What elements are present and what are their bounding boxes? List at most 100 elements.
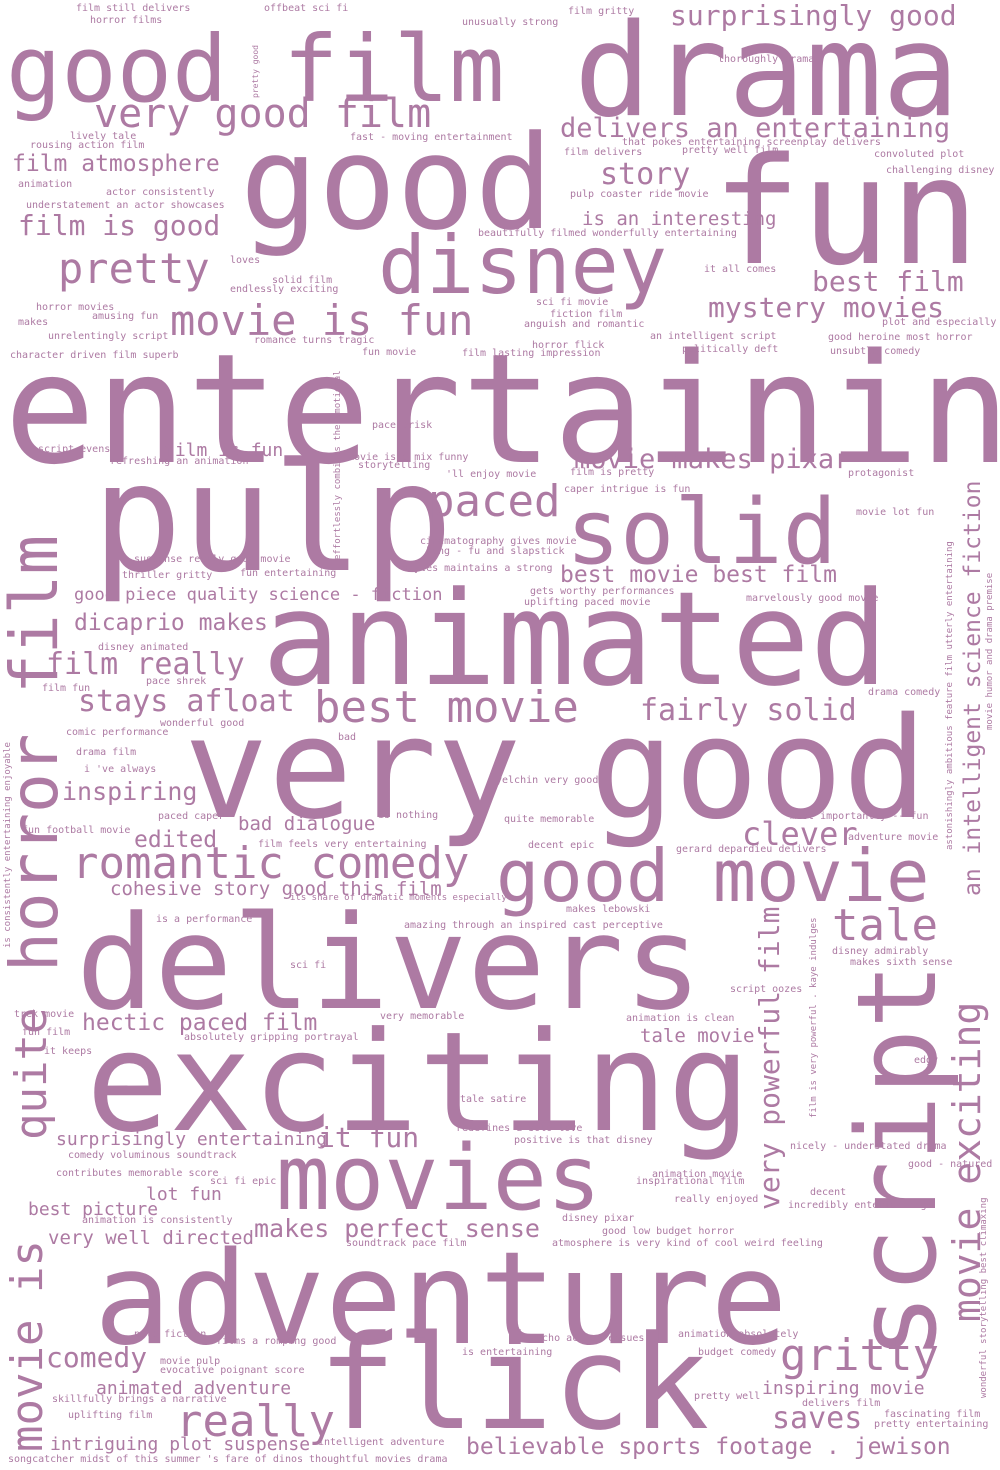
- word-small: absolutely gripping portrayal: [184, 1032, 359, 1043]
- word-small: makes lebowski: [566, 904, 651, 915]
- word-surprisingly-good: surprisingly good: [670, 0, 957, 32]
- word-small: sci fi movie: [536, 297, 609, 308]
- word-small: fun movie: [362, 347, 417, 358]
- word-small: thriller gritty: [122, 570, 213, 581]
- word-bad-dialogue: bad dialogue: [238, 813, 376, 835]
- word-small: loves: [230, 255, 261, 266]
- word-hectic-paced-film: hectic paced film: [82, 1010, 318, 1036]
- word-small: delivers film: [802, 1398, 881, 1409]
- word-small: adventure movie: [848, 832, 939, 843]
- word-small: decent: [810, 1187, 847, 1198]
- word-small: horror flick: [532, 340, 605, 351]
- word-believable: believable sports footage . jewison: [466, 1434, 951, 1460]
- word-small: most importantly -- fun: [790, 811, 929, 822]
- word-small: drama comedy: [868, 687, 941, 698]
- word-makes-perfect-sense: makes perfect sense: [254, 1214, 540, 1243]
- word-fun: fun: [712, 126, 980, 298]
- word-best-picture: best picture: [28, 1199, 159, 1220]
- word-intriguing-plot-suspense: intriguing plot suspense: [50, 1434, 311, 1455]
- word-small: nicely - understated drama: [790, 1141, 947, 1152]
- word-small: pulp coaster ride movie: [570, 189, 709, 200]
- word-small: horror films: [90, 15, 163, 26]
- word-small: plot and especially: [882, 317, 997, 328]
- word-very-well-directed: very well directed: [48, 1227, 254, 1249]
- word-film-really: film really: [46, 647, 245, 682]
- word-delivers: delivers: [76, 887, 703, 1039]
- word-small: skillfully brings a narrative: [52, 1394, 227, 1405]
- word-small: sayles maintains a strong: [402, 563, 553, 574]
- word-gritty: gritty: [780, 1330, 939, 1381]
- word-very-powerful-film: very powerful film: [753, 906, 786, 1210]
- word-small: animation is consistently: [82, 1215, 233, 1226]
- word-surprisingly-entertaining: surprisingly entertaining: [56, 1129, 327, 1150]
- word-small: redefines a solo love: [456, 1123, 583, 1134]
- word-small: i 've always: [84, 764, 157, 775]
- word-small: mucho action ensues: [530, 1333, 645, 1344]
- word-best-movie-best-film: best movie best film: [560, 562, 837, 588]
- word-delivers-an-entertaining: delivers an entertaining: [560, 113, 951, 144]
- word-small: suspense really good movie: [134, 554, 291, 565]
- word-small: its share of dramatic moments especially: [290, 893, 507, 903]
- word-film-is-good: film is good: [18, 209, 221, 242]
- word-small: drama film: [76, 747, 137, 758]
- word-small: amazing through an inspired cast percept…: [404, 920, 663, 931]
- word-small: evocative poignant score: [160, 1365, 305, 1376]
- word-edited: edited: [134, 827, 218, 853]
- word-small: positive is that disney: [514, 1135, 653, 1146]
- word-stays-afloat: stays afloat: [78, 684, 295, 719]
- word-very: very: [184, 688, 522, 851]
- word-small: unusually strong: [462, 17, 559, 28]
- word-small: marvelously good movie: [746, 593, 879, 604]
- word-small: is a performance: [156, 914, 253, 925]
- word-small: movie is a mix funny: [348, 452, 469, 463]
- word-small: soundtrack pace film: [346, 1238, 467, 1249]
- word-best-film: best film: [812, 265, 964, 298]
- word-small: unsubtle comedy: [830, 346, 921, 357]
- word-small: makes: [18, 317, 49, 328]
- word-small: good low budget horror: [602, 1226, 735, 1237]
- word-is-an-interesting: is an interesting: [582, 208, 777, 230]
- word-pretty: pretty: [58, 244, 210, 293]
- word-small: pretty entertaining: [874, 1419, 989, 1430]
- word-movie-is: movie is: [2, 1240, 53, 1452]
- word-small: script oozes: [730, 984, 803, 995]
- word-small: makes sixth sense: [850, 957, 953, 968]
- word-small: gerard depardieu delivers: [676, 844, 827, 855]
- word-small: 'll enjoy movie: [446, 469, 537, 480]
- word-small: bad: [338, 732, 357, 743]
- word-small: animation absolutely: [678, 1329, 799, 1340]
- word-tale-movie: tale movie: [640, 1025, 755, 1047]
- word-small: pretty well: [694, 1391, 761, 1402]
- word-very-good-film: very good film: [94, 91, 432, 137]
- word-small: movie lot fun: [856, 507, 935, 518]
- word-small: horror movies: [36, 302, 115, 313]
- word-small: character driven film superb: [10, 350, 179, 361]
- word-inspiring-movie: inspiring movie: [762, 1378, 925, 1399]
- word-small: challenging disney: [886, 165, 995, 176]
- word-small: pretty good: [251, 45, 260, 98]
- word-small: script evens: [38, 444, 111, 455]
- word-small: protagonist: [848, 468, 915, 479]
- word-small: pace brisk: [372, 420, 433, 431]
- word-entertaining: entertaining: [4, 321, 1000, 498]
- word-small: actor consistently: [106, 187, 215, 198]
- word-small: comic performance: [66, 727, 169, 738]
- word-small: comedy voluminous soundtrack: [68, 1150, 237, 1161]
- word-exciting: exciting: [86, 1002, 751, 1163]
- word-small: understatement an actor showcases: [26, 200, 225, 211]
- word-small: disney admirably: [832, 946, 929, 957]
- word-small: solid film: [272, 275, 333, 286]
- word-movie-is-fun: movie is fun: [170, 296, 474, 345]
- word-small: offbeat sci fi: [264, 3, 349, 14]
- word-small: fiction film: [550, 309, 623, 320]
- word-small: film lasting impression: [462, 348, 601, 359]
- word-small: movie pulp: [160, 1356, 221, 1367]
- word-small: cinematography gives movie: [420, 536, 577, 547]
- word-small: fun entertaining: [240, 568, 337, 579]
- word-good-big: good: [590, 688, 928, 851]
- word-animated: animated: [262, 563, 889, 715]
- word-small: disney animated: [98, 642, 189, 653]
- word-good-movie: good movie: [496, 834, 930, 918]
- word-tale: tale: [832, 900, 938, 951]
